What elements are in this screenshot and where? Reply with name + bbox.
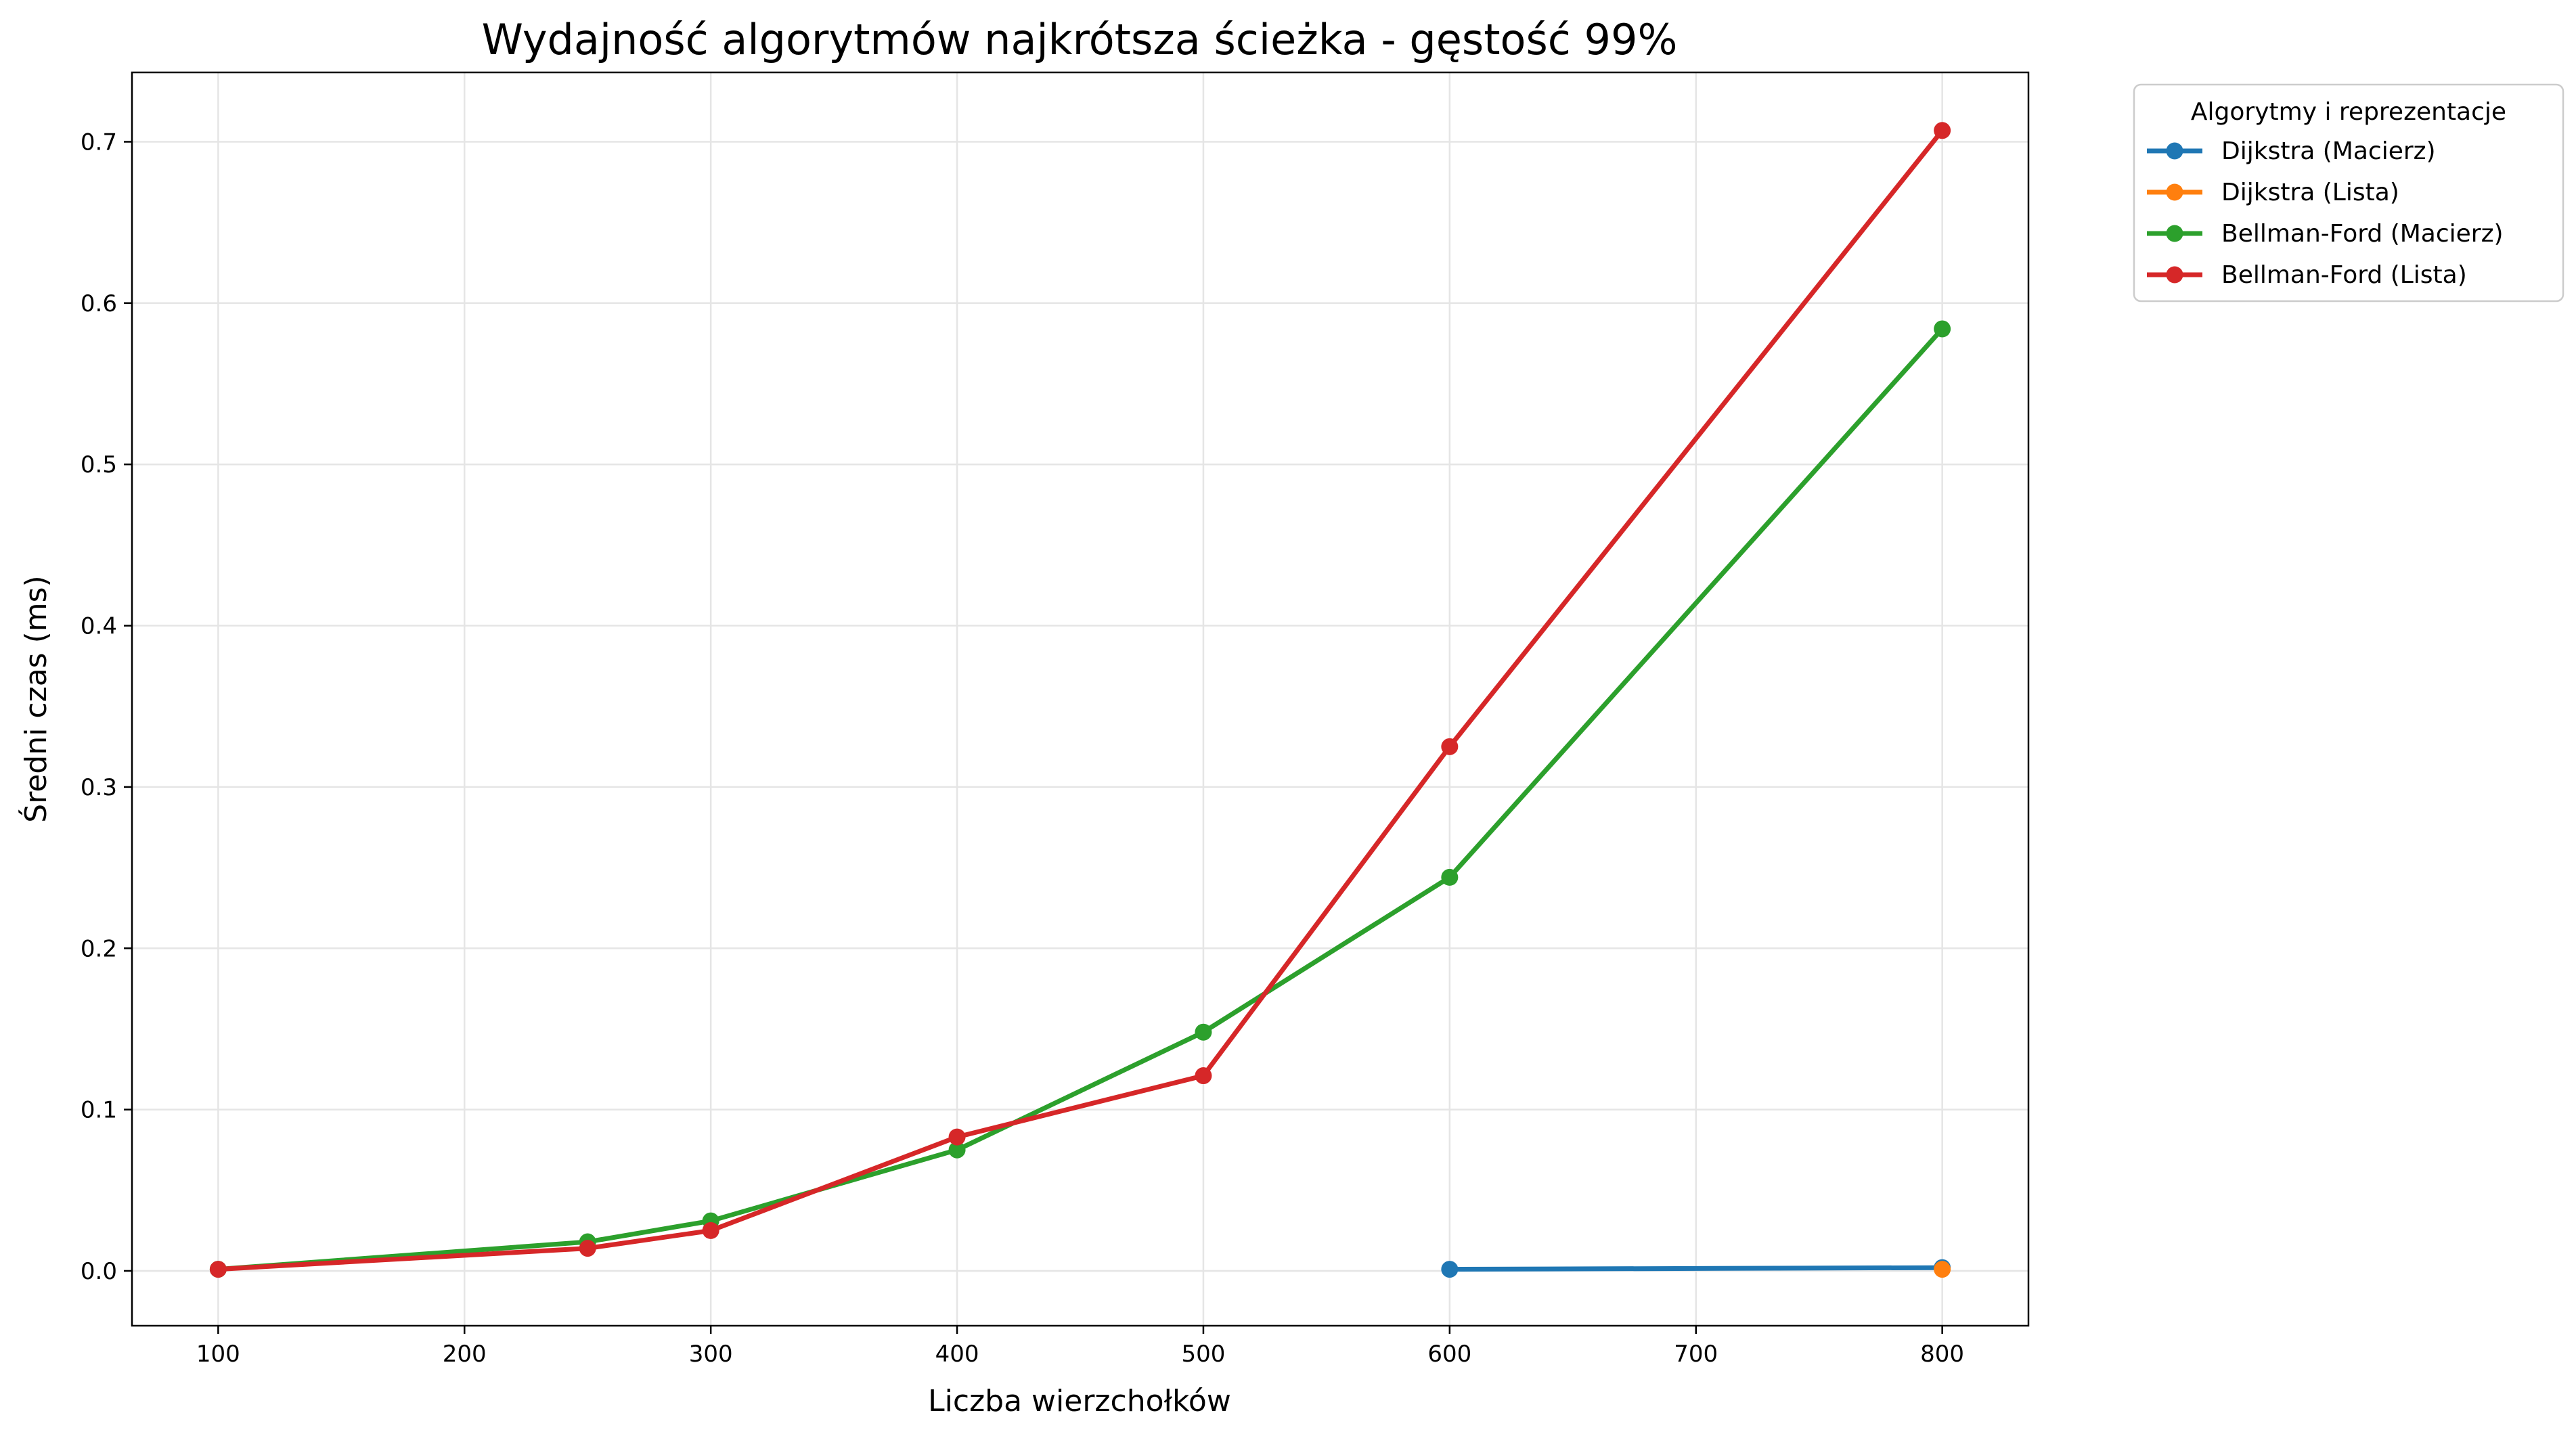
data-point (1441, 868, 1459, 886)
data-point (1934, 320, 1951, 338)
legend-item: Dijkstra (Macierz) (2147, 137, 2436, 165)
data-point (1934, 1261, 1951, 1278)
legend-label: Bellman-Ford (Macierz) (2221, 220, 2504, 248)
legend-marker (2166, 266, 2183, 284)
legend-item: Bellman-Ford (Lista) (2147, 261, 2467, 289)
legend-label: Bellman-Ford (Lista) (2221, 261, 2467, 289)
x-tick-label: 200 (443, 1341, 487, 1368)
y-tick-label: 0.4 (81, 613, 117, 640)
x-tick-label: 400 (935, 1341, 979, 1368)
data-point (1441, 738, 1459, 755)
y-tick-label: 0.7 (81, 129, 117, 156)
y-tick-label: 0.5 (81, 451, 117, 478)
data-point (948, 1128, 966, 1146)
legend-title: Algorytmy i reprezentacje (2191, 98, 2506, 126)
series-3 (209, 122, 1951, 1278)
data-point (1195, 1067, 1212, 1085)
x-axis-label: Liczba wierzchołków (928, 1384, 1231, 1418)
plot-area-frame (131, 71, 2030, 1327)
data-point (1934, 122, 1951, 139)
y-tick-label: 0.3 (81, 774, 117, 801)
x-tick-label: 700 (1674, 1341, 1718, 1368)
legend-marker (2166, 225, 2183, 242)
data-point (209, 1261, 227, 1278)
grid (132, 72, 2028, 1326)
y-tick-label: 0.1 (81, 1097, 117, 1124)
x-axis-ticks: 100 200 300 400 500 600 700 800 (196, 1326, 1964, 1368)
chart-title: Wydajność algorytmów najkrótsza ścieżka … (482, 15, 1678, 64)
data-point (948, 1141, 966, 1159)
y-tick-label: 0.0 (81, 1258, 117, 1285)
x-tick-label: 500 (1181, 1341, 1225, 1368)
x-tick-label: 300 (689, 1341, 733, 1368)
x-tick-label: 600 (1427, 1341, 1471, 1368)
legend-item: Dijkstra (Lista) (2147, 179, 2399, 206)
series-line (1447, 1265, 1945, 1272)
legend-item: Bellman-Ford (Macierz) (2147, 220, 2504, 248)
legend: Algorytmy i reprezentacje Dijkstra (Maci… (2133, 83, 2564, 303)
series-layer (209, 122, 1951, 1278)
x-tick-label: 800 (1920, 1341, 1964, 1368)
y-axis-label: Średni czas (ms) (18, 575, 53, 822)
legend-box (2133, 83, 2564, 303)
x-tick-label: 100 (196, 1341, 240, 1368)
data-point (579, 1240, 596, 1257)
legend-label: Dijkstra (Lista) (2221, 179, 2399, 206)
series-1 (1934, 1261, 1951, 1278)
y-tick-label: 0.2 (81, 935, 117, 962)
y-tick-label: 0.6 (81, 290, 117, 317)
data-point (1195, 1023, 1212, 1041)
legend-items: Dijkstra (Macierz) Dijkstra (Lista) Bellma… (2147, 137, 2504, 289)
legend-marker (2166, 142, 2183, 160)
y-axis-ticks: 0.0 0.1 0.2 0.3 0.4 0.5 0.6 0.7 (81, 129, 132, 1285)
data-point (702, 1222, 719, 1239)
data-point (1441, 1261, 1459, 1278)
legend-marker (2166, 183, 2183, 201)
legend-label: Dijkstra (Macierz) (2221, 137, 2436, 165)
